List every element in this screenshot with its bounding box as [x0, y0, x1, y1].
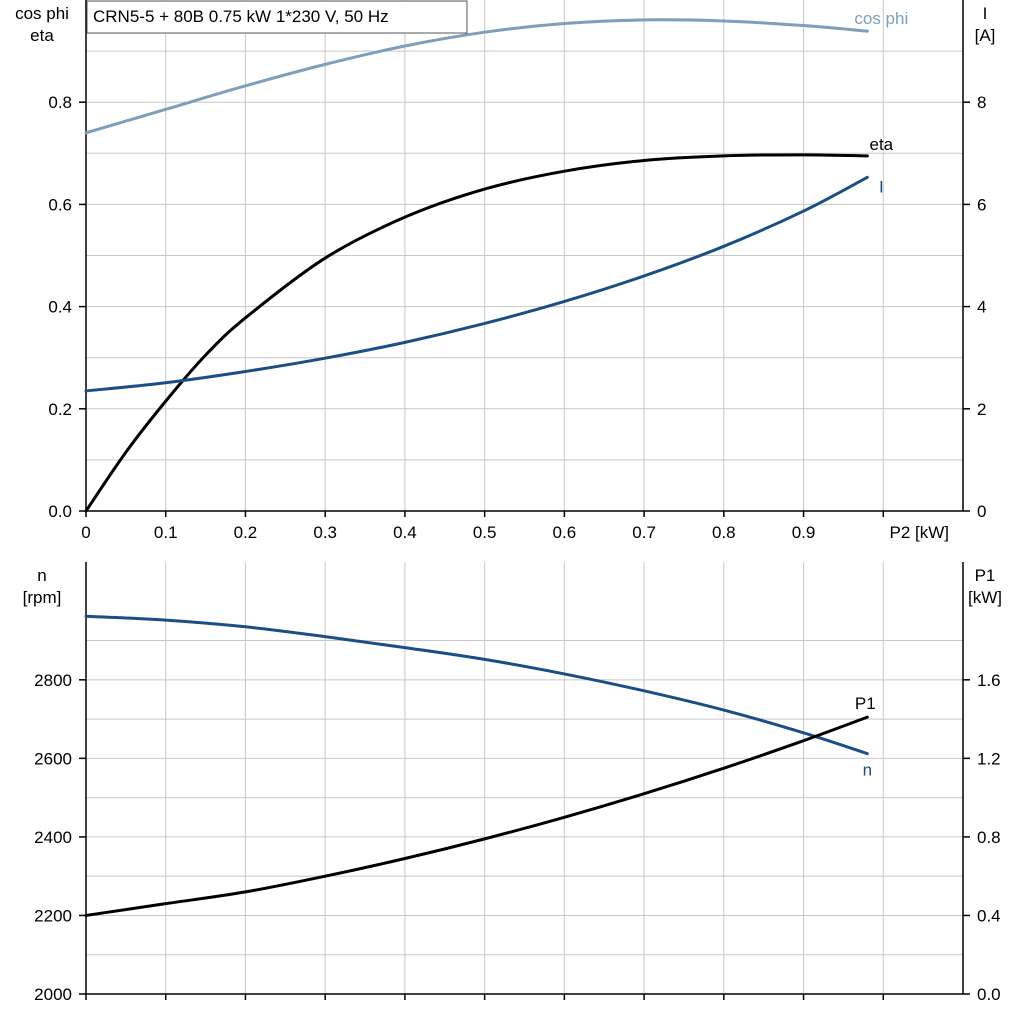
x-axis-title: P2 [kW]: [890, 523, 950, 542]
left-tick-label: 0.4: [48, 298, 72, 317]
x-tick-label: 0.7: [632, 523, 656, 542]
series-line-n: [84, 614, 869, 756]
left-tick-label: 0.8: [48, 93, 72, 112]
left-axis-title: n: [37, 566, 46, 585]
right-axis-title: [kW]: [968, 588, 1002, 607]
series-label-eta: eta: [870, 135, 894, 154]
left-axis-title: cos phi: [15, 4, 69, 23]
x-tick-label: 0.3: [313, 523, 337, 542]
right-axis-title: P1: [975, 566, 996, 585]
series-line-eta: [84, 153, 869, 513]
series-line-i: [84, 175, 869, 393]
right-tick-label: 1.2: [977, 749, 1001, 768]
right-tick-label: 2: [977, 400, 986, 419]
chart-title-box: [86, 0, 468, 34]
x-tick-label: 0.4: [393, 523, 417, 542]
x-tick-label: 0.9: [792, 523, 816, 542]
left-tick-label: 2200: [34, 906, 72, 925]
right-axis-title: I: [983, 4, 988, 23]
left-axis-title: [rpm]: [23, 588, 62, 607]
left-tick-label: 2800: [34, 671, 72, 690]
x-tick-label: 0: [81, 523, 90, 542]
chart-title: CRN5-5 + 80B 0.75 kW 1*230 V, 50 Hz: [93, 7, 389, 26]
right-tick-label: 0.0: [977, 985, 1001, 1004]
top-panel-eta-cosphi-current: 0.0 0.2 0.4 0.6 0.8 0 2 4 6 8 0 0.1 0.2 0.3 0.4 0.5 0.6 0…: [15, 0, 995, 542]
left-tick-label: 2000: [34, 985, 72, 1004]
x-tick-label: 0.5: [473, 523, 497, 542]
right-tick-label: 0: [977, 502, 986, 521]
left-tick-label: 2600: [34, 749, 72, 768]
right-axis-title: [A]: [975, 26, 996, 45]
x-tick-label: 0.8: [712, 523, 736, 542]
x-tick-label: 0.2: [234, 523, 258, 542]
series-line-p1: [84, 715, 869, 917]
left-axis-title: eta: [30, 26, 54, 45]
left-tick-label: 0.2: [48, 400, 72, 419]
left-tick-label: 2400: [34, 828, 72, 847]
right-tick-label: 4: [977, 298, 986, 317]
series-label-p1: P1: [855, 694, 876, 713]
x-tick-label: 0.1: [154, 523, 178, 542]
bottom-panel-speed-power: 2000 2200 2400 2600 2800 0.0 0.4 0.8 1.2 1.6 n [rpm…: [23, 562, 1002, 1004]
series-label-cos-phi: cos phi: [854, 9, 908, 28]
right-tick-label: 8: [977, 93, 986, 112]
series-label-i: I: [879, 177, 884, 196]
series-line-cos-phi: [84, 18, 869, 135]
right-tick-label: 6: [977, 195, 986, 214]
series-label-n: n: [863, 761, 872, 780]
right-tick-label: 0.8: [977, 828, 1001, 847]
right-tick-label: 1.6: [977, 671, 1001, 690]
left-tick-label: 0.6: [48, 195, 72, 214]
right-tick-label: 0.4: [977, 906, 1001, 925]
left-tick-label: 0.0: [48, 502, 72, 521]
x-tick-label: 0.6: [553, 523, 577, 542]
